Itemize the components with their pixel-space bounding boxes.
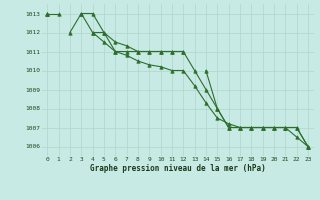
X-axis label: Graphe pression niveau de la mer (hPa): Graphe pression niveau de la mer (hPa) bbox=[90, 164, 266, 173]
